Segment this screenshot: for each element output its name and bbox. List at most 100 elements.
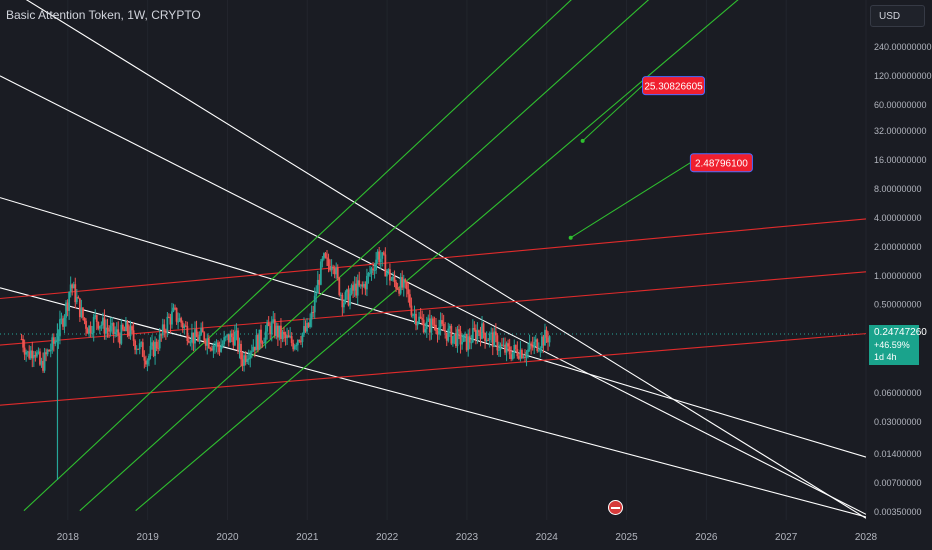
- y-tick-label: 0.03000000: [874, 417, 922, 427]
- candle-body: [174, 307, 176, 309]
- candle-body: [109, 325, 112, 332]
- symbol-title: Basic Attention Token, 1W, CRYPTO: [6, 8, 201, 22]
- candle-body: [310, 312, 313, 320]
- candle-body: [286, 335, 288, 339]
- candle-body: [144, 360, 147, 365]
- white-channel-line-2: [0, 75, 866, 515]
- candle-body: [25, 352, 28, 355]
- y-tick-label: 16.00000000: [874, 155, 927, 165]
- candle-body: [184, 325, 187, 327]
- candle-body: [152, 342, 155, 356]
- candle-body: [315, 293, 318, 296]
- candle-body: [32, 355, 35, 359]
- candle-body: [34, 355, 37, 357]
- green-channel-line-1: [23, 0, 572, 512]
- candle-body: [48, 349, 51, 352]
- candle-body: [521, 349, 523, 359]
- candle-body: [169, 317, 172, 325]
- candle-body: [323, 253, 325, 259]
- candle-body: [270, 321, 273, 335]
- candle-body: [390, 279, 393, 281]
- x-tick-label: 2018: [57, 532, 80, 543]
- candle-body: [369, 273, 371, 275]
- candle-body: [224, 336, 227, 338]
- candle-body: [198, 334, 201, 342]
- white-channel-line-3: [0, 197, 866, 458]
- candle-body: [23, 347, 26, 355]
- callout-line-1: [582, 85, 643, 142]
- candle-body: [416, 322, 419, 326]
- candle-body: [83, 317, 86, 321]
- candle-body: [45, 352, 48, 355]
- candle-body: [215, 342, 218, 346]
- candle-body: [517, 356, 520, 359]
- candle-body: [306, 322, 308, 332]
- candle-body: [533, 341, 536, 348]
- candle-body: [257, 335, 259, 350]
- candle-body: [290, 336, 293, 343]
- candle-body: [303, 326, 305, 334]
- candle-body: [52, 337, 55, 344]
- y-tick-label: 120.00000000: [874, 71, 932, 81]
- candle-body: [395, 282, 397, 289]
- candle-body: [424, 329, 427, 333]
- candle-body: [209, 348, 212, 350]
- candle-body: [415, 313, 417, 326]
- us-flag-event-icon[interactable]: [608, 500, 623, 515]
- candle-body: [534, 339, 537, 342]
- y-tick-label: 0.00350000: [874, 507, 922, 517]
- candle-body: [77, 297, 80, 299]
- candle-body: [103, 317, 106, 334]
- candle-body: [528, 343, 531, 350]
- candle-body: [516, 349, 519, 357]
- candle-body: [117, 329, 120, 336]
- y-tick-label: 4.00000000: [874, 213, 922, 223]
- y-tick-label: 32.00000000: [874, 126, 927, 136]
- candle-body: [392, 276, 394, 280]
- candle-body: [227, 334, 230, 343]
- candle-body: [148, 355, 150, 361]
- candle-body: [51, 337, 54, 350]
- candle-body: [197, 337, 199, 342]
- candle-body: [332, 266, 335, 269]
- candle-body: [508, 346, 511, 355]
- candle-body: [373, 270, 376, 272]
- y-tick-label: 8.00000000: [874, 184, 922, 194]
- candle-body: [524, 357, 526, 359]
- candle-body: [364, 284, 367, 290]
- last-price-label: 0.24747260 +46.59% 1d 4h: [869, 325, 927, 365]
- candle-body: [128, 331, 130, 337]
- candle-body: [141, 342, 144, 357]
- callout-point-2: [568, 235, 573, 240]
- candle-body: [321, 258, 324, 262]
- candle-body: [229, 333, 232, 343]
- green-channel-line-3: [135, 0, 739, 512]
- y-tick-label: 0.06000000: [874, 388, 922, 398]
- candle-body: [542, 336, 545, 346]
- x-tick-label: 2022: [376, 532, 399, 543]
- candle-body: [243, 355, 246, 366]
- candle-body: [105, 327, 107, 334]
- candle-body: [98, 325, 101, 329]
- candle-body: [131, 326, 133, 331]
- candle-body: [100, 324, 103, 326]
- candle-body: [49, 349, 52, 352]
- candle-body: [507, 343, 510, 347]
- candle-body: [324, 253, 327, 258]
- currency-selector[interactable]: USD: [870, 5, 925, 27]
- candle-body: [359, 284, 362, 286]
- candle-body: [253, 346, 256, 351]
- candle-body: [335, 267, 338, 275]
- candle-body: [126, 321, 129, 332]
- candle-body: [430, 318, 433, 333]
- candle-body: [353, 283, 356, 291]
- candle-body: [60, 318, 63, 320]
- candle-body: [545, 329, 548, 338]
- candle-body: [106, 327, 109, 330]
- candle-body: [458, 329, 460, 332]
- candle-body: [237, 330, 239, 351]
- candle-body: [341, 294, 344, 308]
- candle-body: [187, 341, 190, 343]
- candle-body: [361, 284, 364, 287]
